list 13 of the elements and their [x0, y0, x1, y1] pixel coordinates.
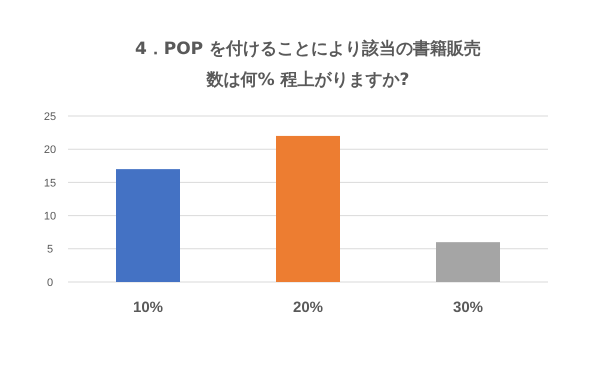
chart-title: 4．POP を付けることにより該当の書籍販売数は何% 程上がりますか? — [134, 39, 482, 90]
bar — [276, 136, 340, 282]
y-tick-label: 0 — [46, 276, 54, 289]
y-tick-label: 25 — [44, 110, 56, 123]
bar — [116, 169, 180, 282]
y-tick-label: 10 — [44, 210, 56, 222]
y-tick-label: 20 — [44, 144, 56, 156]
bar — [436, 242, 500, 282]
x-tick-label: 10% — [132, 299, 164, 316]
y-tick-label: 5 — [46, 244, 54, 256]
y-tick-label: 15 — [44, 177, 56, 190]
x-tick-label: 30% — [452, 299, 484, 316]
x-tick-label: 20% — [292, 299, 324, 316]
